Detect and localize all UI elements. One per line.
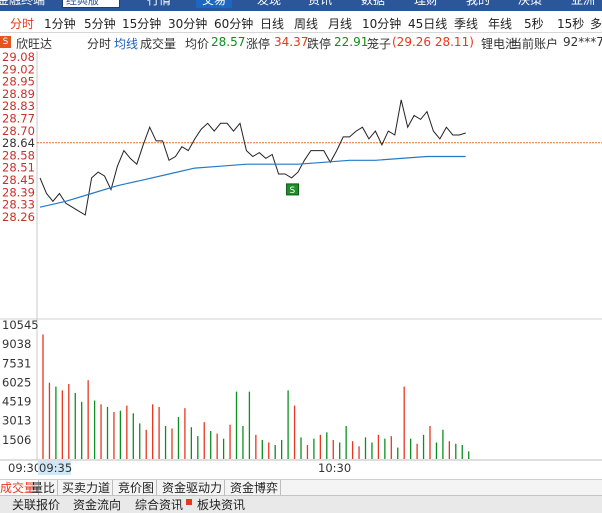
app-title: 金融终端: [0, 0, 46, 7]
price-line: [39, 99, 466, 216]
price-tick-label: 28.83: [2, 99, 35, 113]
volume-tick-label: 10545: [2, 318, 39, 332]
menu-news[interactable]: 资讯: [308, 0, 333, 7]
period-daily[interactable]: 日线: [260, 17, 285, 31]
tab-general-news[interactable]: 综合资讯: [135, 498, 184, 512]
period-toolbar: 分时 1分钟 5分钟 15分钟 30分钟 60分钟 日线 周线 月线 10分钟 …: [0, 11, 602, 33]
indicator-tabs: 成交量 量比 买卖力道 竞价图 资金驱动力 资金博弈: [0, 479, 602, 495]
price-box-label: 笼子: [367, 37, 392, 51]
period-30min[interactable]: 30分钟: [168, 17, 208, 31]
volume-tick-label: 4519: [2, 395, 31, 409]
period-5sec[interactable]: 5秒: [524, 17, 544, 31]
volume-tick-label: 7531: [2, 356, 31, 370]
price-tick-label: 28.64: [2, 136, 35, 150]
period-yearly[interactable]: 年线: [488, 17, 513, 31]
time-tick-cursor: 09:35: [39, 461, 72, 475]
buy-signal-label: S: [290, 186, 296, 196]
volume-bars: [42, 334, 470, 459]
price-tick-label: 28.95: [2, 75, 35, 89]
chart-grid: [0, 51, 602, 461]
price-tick-label: 29.02: [2, 62, 35, 76]
price-tick-label: 28.51: [2, 161, 35, 175]
price-axis-labels: 29.0829.0228.9528.8928.8328.7728.7028.64…: [2, 51, 35, 224]
period-5min[interactable]: 5分钟: [84, 17, 116, 31]
limit-down-value: 22.91: [334, 35, 369, 49]
price-tick-label: 29.08: [2, 51, 35, 64]
sector-name[interactable]: 锂电池: [481, 37, 518, 51]
price-tick-label: 28.89: [2, 87, 35, 101]
tab-buy-sell-force[interactable]: 买卖力道: [60, 480, 114, 495]
stock-info-bar: S 欣旺达 分时 均线 成交量 均价 28.57 涨停 34.37 跌停 22.…: [0, 33, 602, 51]
period-15min[interactable]: 15分钟: [122, 17, 162, 31]
avg-price-value: 28.57: [211, 35, 246, 49]
price-tick-label: 28.39: [2, 185, 35, 199]
tab-auction-chart[interactable]: 竞价图: [116, 480, 158, 495]
price-lines: S: [39, 99, 466, 216]
time-cursor-box: [38, 461, 71, 475]
price-tick-label: 28.45: [2, 173, 35, 187]
tab-volume[interactable]: 成交量: [0, 480, 40, 495]
period-intraday[interactable]: 分时: [10, 17, 35, 31]
menu-discover[interactable]: 发现: [257, 0, 282, 7]
stock-name: 欣旺达: [16, 37, 53, 51]
tab-sector-news[interactable]: 板块资讯: [197, 498, 246, 512]
menu-quotes[interactable]: 行情: [147, 0, 172, 7]
price-tick-label: 28.33: [2, 198, 35, 212]
tab-volume-ratio[interactable]: 量比: [29, 480, 59, 495]
menu-mine[interactable]: 我的: [466, 0, 491, 7]
volume-toggle[interactable]: 成交量: [140, 37, 177, 51]
new-indicator-icon: [186, 499, 192, 505]
top-menu-bar: 金融终端 经典版 行情 交易 发现 资讯 数据 理财 我的 决策 亚洲: [0, 0, 602, 11]
layout-select[interactable]: 经典版: [62, 0, 120, 8]
price-tick-label: 28.77: [2, 112, 35, 126]
volume-tick-label: 9038: [2, 337, 31, 351]
account-label: 当前账户: [510, 37, 559, 51]
buy-signal-icon: [286, 183, 300, 196]
avg-line-toggle[interactable]: 均线: [114, 37, 139, 51]
tab-fund-game[interactable]: 资金博弈: [228, 480, 282, 495]
chart-mode[interactable]: 分时: [87, 37, 112, 51]
tab-fund-flow[interactable]: 资金流向: [73, 498, 122, 512]
period-45day[interactable]: 45日线: [408, 17, 448, 31]
limit-up-label: 涨停: [246, 37, 271, 51]
volume-tick-label: 1506: [2, 433, 31, 447]
limit-up-value: 34.37: [274, 35, 309, 49]
menu-wealth[interactable]: 理财: [414, 0, 439, 7]
price-box-value: (29.26 28.11): [392, 35, 474, 49]
menu-data[interactable]: 数据: [361, 0, 386, 7]
menu-decision[interactable]: 决策: [518, 0, 543, 7]
price-tick-label: 28.70: [2, 124, 35, 138]
period-60min[interactable]: 60分钟: [214, 17, 254, 31]
period-monthly[interactable]: 月线: [328, 17, 353, 31]
menu-trade[interactable]: 交易: [196, 0, 233, 8]
average-line: [39, 155, 466, 208]
price-tick-label: 28.26: [2, 210, 35, 224]
volume-tick-label: 6025: [2, 375, 31, 389]
time-tick-open: 09:30: [8, 461, 41, 475]
account-id: 92***78: [563, 35, 602, 49]
signal-badge-icon: S: [0, 36, 11, 48]
period-quarterly[interactable]: 季线: [454, 17, 479, 31]
limit-down-label: 跌停: [307, 37, 332, 51]
period-10min[interactable]: 10分钟: [362, 17, 402, 31]
period-more[interactable]: 多: [590, 17, 602, 31]
volume-tick-label: 3013: [2, 414, 31, 428]
period-1min[interactable]: 1分钟: [44, 17, 76, 31]
price-tick-label: 28.58: [2, 148, 35, 162]
avg-price-label: 均价: [185, 37, 210, 51]
tab-related-quotes[interactable]: 关联报价: [12, 498, 61, 512]
menu-asia[interactable]: 亚洲: [571, 0, 596, 7]
tab-fund-drive[interactable]: 资金驱动力: [160, 480, 226, 495]
period-weekly[interactable]: 周线: [294, 17, 319, 31]
info-tabs: 关联报价 资金流向 综合资讯 板块资讯: [0, 495, 602, 513]
intraday-chart[interactable]: 29.0829.0228.9528.8928.8328.7728.7028.64…: [0, 51, 602, 479]
time-tick-1030: 10:30: [318, 461, 351, 475]
volume-axis-labels: 10545 9038 7531 6025 4519 3013 1506: [2, 318, 39, 447]
period-15sec[interactable]: 15秒: [557, 17, 585, 31]
